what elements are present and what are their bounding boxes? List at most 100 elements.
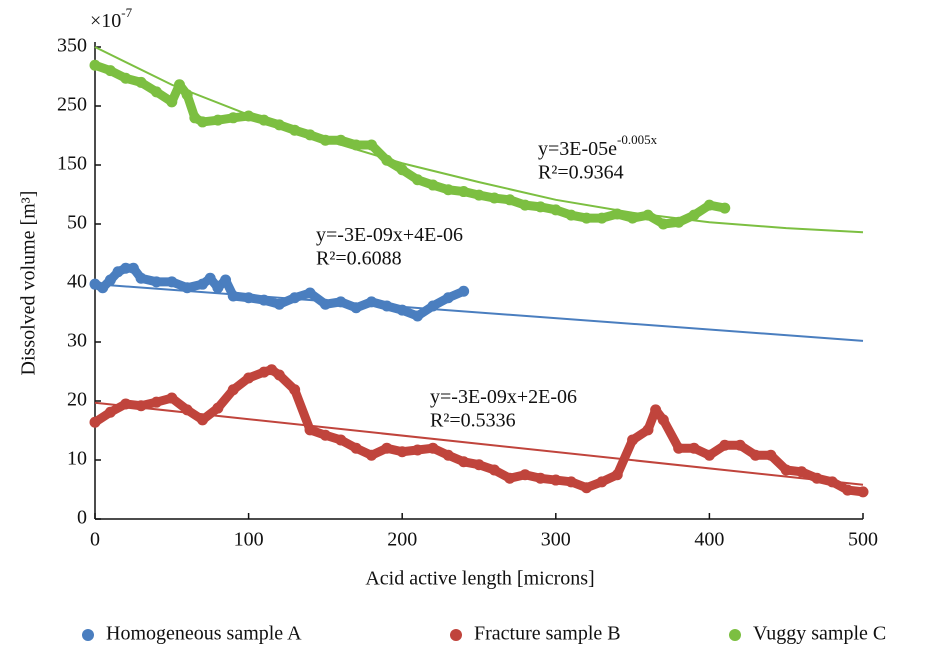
point xyxy=(442,184,454,196)
point xyxy=(181,282,193,294)
x-tick-label: 0 xyxy=(90,529,100,551)
point xyxy=(350,302,362,314)
point xyxy=(842,484,854,496)
point xyxy=(365,139,377,151)
point xyxy=(473,189,485,201)
equation-exponent: -0.005x xyxy=(617,132,658,147)
point xyxy=(657,218,669,230)
point xyxy=(243,372,255,384)
point xyxy=(212,114,224,126)
point xyxy=(396,164,408,176)
point xyxy=(550,204,562,216)
point xyxy=(673,216,685,228)
point xyxy=(273,119,285,131)
point xyxy=(89,59,101,71)
point xyxy=(565,209,577,221)
y-multiplier-exponent: -7 xyxy=(121,5,132,20)
trendline xyxy=(94,283,864,342)
point xyxy=(749,449,761,461)
legend-label: Vuggy sample C xyxy=(753,623,886,645)
point xyxy=(504,472,516,484)
point xyxy=(212,282,224,294)
point xyxy=(703,449,715,461)
legend-label: Homogeneous sample A xyxy=(106,623,302,645)
point xyxy=(258,294,270,306)
point xyxy=(458,456,470,468)
point xyxy=(212,402,224,414)
point xyxy=(412,444,424,456)
point xyxy=(596,476,608,488)
point xyxy=(734,439,746,451)
point xyxy=(642,209,654,221)
point xyxy=(304,287,316,299)
point xyxy=(289,292,301,304)
point xyxy=(396,446,408,458)
point xyxy=(458,186,470,198)
point xyxy=(104,65,116,77)
point xyxy=(826,476,838,488)
point xyxy=(350,442,362,454)
point xyxy=(581,482,593,494)
point xyxy=(289,124,301,136)
point xyxy=(227,112,239,124)
point xyxy=(97,282,109,294)
point xyxy=(135,76,147,88)
point xyxy=(458,285,470,297)
point xyxy=(150,396,162,408)
y-tick-label: 40 xyxy=(67,271,87,293)
point xyxy=(627,212,639,224)
x-axis-label: Acid active length [microns] xyxy=(365,568,594,590)
point xyxy=(519,199,531,211)
point xyxy=(596,212,608,224)
point xyxy=(197,116,209,128)
point xyxy=(135,272,147,284)
point xyxy=(519,469,531,481)
point xyxy=(335,296,347,308)
point xyxy=(488,192,500,204)
point xyxy=(657,414,669,426)
point xyxy=(273,369,285,381)
point xyxy=(381,154,393,166)
point xyxy=(688,209,700,221)
point xyxy=(243,110,255,122)
point xyxy=(181,89,193,101)
point xyxy=(304,424,316,436)
y-multiplier: ×10-7 xyxy=(90,5,133,32)
point xyxy=(427,442,439,454)
legend-marker xyxy=(729,629,741,641)
point xyxy=(442,292,454,304)
point xyxy=(181,404,193,416)
point xyxy=(796,466,808,478)
y-tick-label: 50 xyxy=(67,212,87,234)
point xyxy=(412,310,424,322)
point xyxy=(166,96,178,108)
point xyxy=(650,404,662,416)
equation-base: y=-3E-09x+4E-06 xyxy=(316,224,463,246)
point xyxy=(627,434,639,446)
point xyxy=(611,208,623,220)
point xyxy=(688,442,700,454)
point xyxy=(319,298,331,310)
point xyxy=(104,406,116,418)
point xyxy=(135,400,147,412)
annotation-equation: y=3E-05e-0.005x xyxy=(538,132,658,160)
point xyxy=(89,416,101,428)
point xyxy=(780,464,792,476)
point xyxy=(120,262,132,274)
point xyxy=(365,449,377,461)
point xyxy=(581,212,593,224)
point xyxy=(197,278,209,290)
legend-marker xyxy=(82,629,94,641)
point xyxy=(304,129,316,141)
x-tick-label: 400 xyxy=(694,529,724,551)
point xyxy=(504,194,516,206)
trendline xyxy=(94,46,864,234)
y-tick-label: 20 xyxy=(67,389,87,411)
point xyxy=(166,276,178,288)
annotation-equation: y=-3E-09x+2E-06 xyxy=(430,386,577,408)
point xyxy=(534,201,546,213)
y-multiplier-base: ×10 xyxy=(90,10,121,32)
point xyxy=(550,474,562,486)
point xyxy=(204,272,216,284)
